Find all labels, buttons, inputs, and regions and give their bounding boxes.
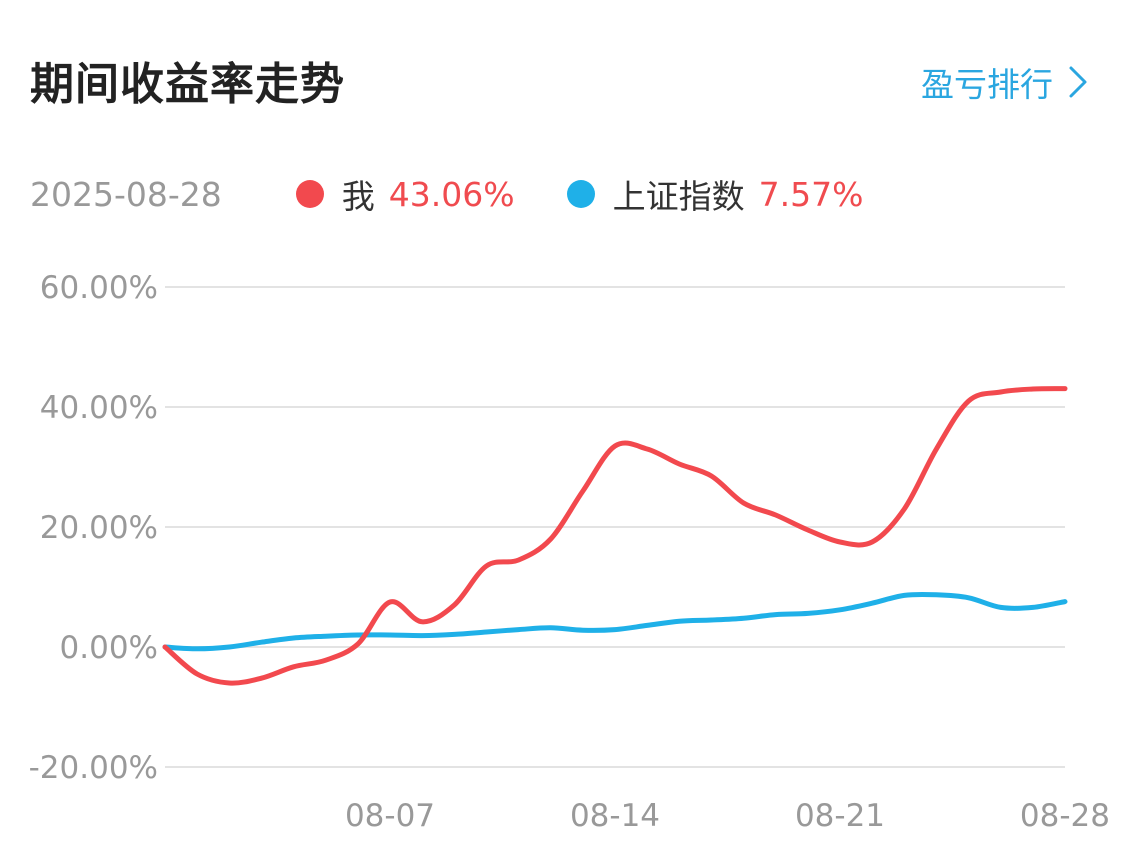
y-tick-label: 60.00% [40,270,158,306]
legend-name-index: 上证指数 [612,177,745,216]
x-tick-label: 08-14 [570,798,660,834]
y-tick-label: 40.00% [40,390,158,426]
legend-dot-index [566,180,595,208]
legend-dot-mine [295,180,324,208]
x-tick-label: 08-07 [345,798,435,834]
legend-name-mine: 我 [341,177,375,216]
series-line-index [162,591,1068,652]
ranking-link[interactable]: 盈亏排行 [921,58,1093,106]
legend-value-index: 7.57% [758,174,864,214]
page-title: 期间收益率走势 [30,59,345,110]
chart-gridlines [165,286,1065,768]
x-tick-label: 08-28 [1020,798,1110,834]
legend-item-index: 上证指数 7.57% [566,170,864,218]
legend-item-mine: 我 43.06% [295,170,515,218]
y-tick-label: -20.00% [29,750,158,786]
y-tick-label: 0.00% [60,630,158,666]
chart-y-axis: 60.00% 40.00% 20.00% 0.00% -20.00% [29,270,158,786]
series-line-mine [162,386,1068,686]
y-tick-label: 20.00% [40,510,158,546]
x-tick-label: 08-21 [795,798,885,834]
chart-legend: 2025-08-28 我 43.06% 上证指数 7.57% [30,170,915,218]
chart-x-axis: 08-07 08-14 08-21 08-28 [345,798,1110,834]
chart-series [162,386,1068,686]
chevron-right-icon [1069,66,1087,98]
legend-value-mine: 43.06% [388,174,515,214]
ranking-link-label: 盈亏排行 [921,65,1053,104]
legend-date: 2025-08-28 [30,174,222,214]
